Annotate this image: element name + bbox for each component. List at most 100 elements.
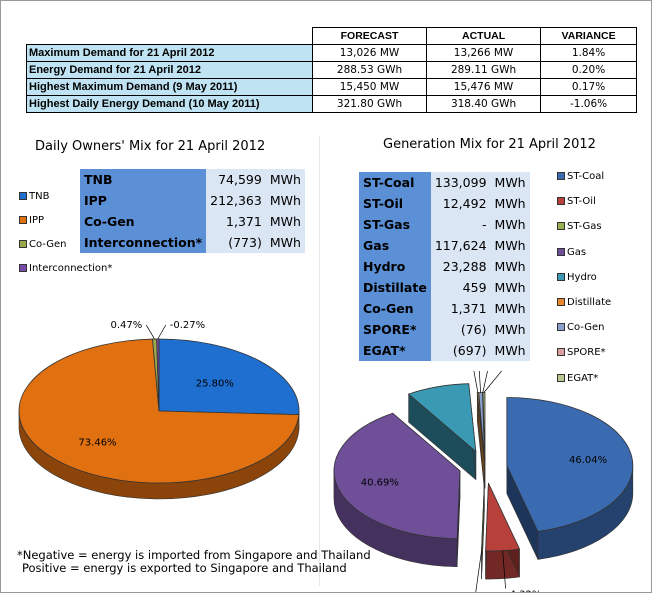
pie-slice-st-coal [506, 397, 634, 532]
actual-cell: 15,476 MW [426, 78, 542, 96]
legend-label: Gas [567, 246, 587, 258]
owner-value: 74,599 [206, 169, 266, 190]
owner-name: Interconnection* [80, 232, 207, 253]
table-row: Co-Gen 1,371 MWh [80, 211, 305, 232]
table-row: ST-Oil 12,492 MWh [359, 193, 530, 214]
data-label: 40.69% [361, 478, 399, 489]
data-label: 4.32% [510, 589, 542, 593]
legend-item: SPORE* [557, 347, 606, 358]
legend-swatch [19, 240, 27, 248]
pie-slice-hydro [407, 383, 477, 453]
unit-label: MWh [490, 172, 530, 193]
leader-line [473, 371, 479, 393]
legend-label: Distillate [567, 297, 612, 308]
row-label: Highest Daily Energy Demand (10 May 2011… [26, 95, 313, 113]
legend-swatch [557, 172, 565, 180]
fuel-name: SPORE* [359, 319, 431, 340]
row-label: Maximum Demand for 21 April 2012 [26, 44, 313, 62]
legend-item: Co-Gen [19, 239, 67, 250]
legend-item: IPP [19, 215, 44, 226]
legend-swatch [19, 192, 27, 200]
fuel-value: - [430, 214, 491, 235]
legend-item: Interconnection* [19, 263, 112, 274]
data-label: 25.80% [196, 379, 234, 390]
owners-mix-pie: 25.80% 73.46% 0.47% -0.27% [18, 320, 300, 500]
forecast-cell: 288.53 GWh [311, 61, 428, 79]
legend-swatch [557, 247, 565, 256]
unit-label: MWh [490, 193, 530, 214]
leader-line [475, 551, 482, 592]
variance-cell: -1.06% [540, 95, 637, 113]
table-row: SPORE* (76) MWh [359, 319, 530, 340]
fuel-name: Co-Gen [359, 298, 431, 319]
owners-mix-title: Daily Owners' Mix for 21 April 2012 [35, 139, 266, 154]
legend-item: Distillate [557, 297, 611, 308]
table-row: Interconnection* (773) MWh [80, 232, 305, 253]
legend-swatch [557, 323, 565, 332]
legend-item: EGAT* [557, 373, 598, 384]
table-row: EGAT* (697) MWh [359, 340, 530, 361]
generation-mix-title: Generation Mix for 21 April 2012 [383, 137, 596, 152]
table-row: IPP 212,363 MWh [80, 190, 305, 211]
unit-label: MWh [490, 256, 530, 277]
fuel-name: Gas [359, 235, 431, 256]
actual-cell: 13,266 MW [426, 44, 542, 62]
legend-swatch [557, 272, 565, 281]
fuel-value: (76) [430, 319, 491, 340]
fuel-value: 23,288 [430, 256, 491, 277]
legend-label: IPP [29, 215, 45, 226]
fuel-value: 459 [430, 277, 491, 298]
header-forecast: FORECAST [311, 27, 428, 45]
footnote-line-1: *Negative = energy is imported from Sing… [17, 548, 371, 562]
unit-label: MWh [265, 190, 305, 211]
variance-cell: 0.17% [540, 78, 637, 96]
data-label: 46.04% [569, 455, 607, 466]
legend-label: ST-Coal [567, 171, 605, 182]
legend-label: Co-Gen [29, 239, 67, 250]
forecast-cell: 15,450 MW [311, 78, 428, 96]
table-row: Highest Daily Energy Demand (10 May 2011… [26, 95, 637, 113]
legend-label: Interconnection* [29, 263, 113, 274]
fuel-name: Distillate [359, 277, 431, 298]
unit-label: MWh [265, 211, 305, 232]
unit-label: MWh [490, 298, 530, 319]
table-row: Highest Maximum Demand (9 May 2011) 15,4… [26, 78, 637, 96]
legend-label: ST-Gas [567, 221, 602, 233]
row-label: Highest Maximum Demand (9 May 2011) [26, 78, 313, 96]
table-row: ST-Gas - MWh [359, 214, 530, 235]
actual-cell: 318.40 GWh [426, 95, 542, 113]
table-row: Gas 117,624 MWh [359, 235, 530, 256]
legend-swatch [557, 373, 565, 382]
pie-slice-tnb [158, 338, 300, 416]
leader-line [157, 324, 167, 340]
legend-item: TNB [19, 191, 49, 202]
unit-label: MWh [490, 214, 530, 235]
fuel-name: ST-Coal [359, 172, 431, 193]
owner-value: (773) [206, 232, 266, 253]
pie-slice-ipp [18, 338, 300, 484]
legend-swatch [557, 298, 565, 306]
header-variance: VARIANCE [540, 27, 637, 45]
owners-mix-legend: TNB IPP Co-Gen Interconnection* [19, 191, 129, 281]
legend-swatch [557, 348, 565, 357]
leader-line [146, 324, 155, 340]
generation-mix-pie: 46.04%4.32%0.00%40.69%8.06%0.16%0.47%-0.… [333, 371, 634, 593]
legend-item: Hydro [557, 272, 597, 283]
unit-label: MWh [490, 235, 530, 256]
fuel-name: EGAT* [359, 340, 431, 361]
legend-item: ST-Coal [557, 171, 604, 182]
fuel-value: 1,371 [430, 298, 491, 319]
owner-name: IPP [80, 190, 207, 211]
owner-name: TNB [80, 169, 207, 190]
data-label: 73.46% [78, 438, 116, 449]
footnote-line-2: Positive = energy is exported to Singapo… [22, 561, 347, 575]
legend-swatch [19, 264, 27, 272]
table-row: Co-Gen 1,371 MWh [359, 298, 530, 319]
owner-name: Co-Gen [80, 211, 207, 232]
legend-item: ST-Oil [557, 196, 596, 207]
legend-label: SPORE* [567, 347, 606, 359]
unit-label: MWh [490, 319, 530, 340]
variance-cell: 0.20% [540, 61, 637, 79]
fuel-value: 133,099 [430, 172, 491, 193]
legend-label: Co-Gen [567, 322, 605, 334]
